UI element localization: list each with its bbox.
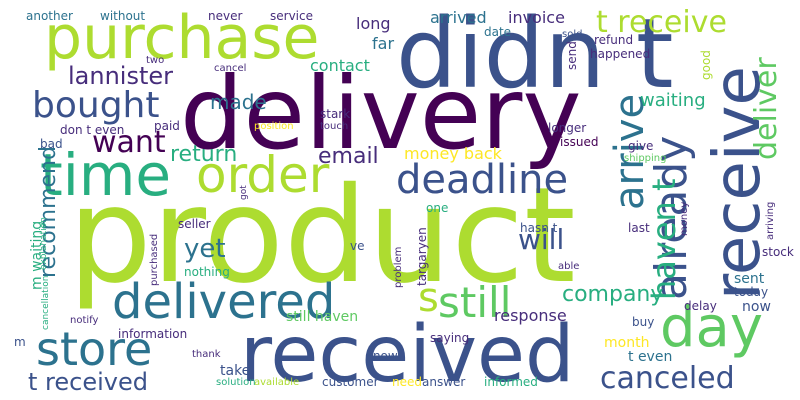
word-good: good — [699, 50, 713, 80]
word-product: product — [68, 159, 576, 313]
word-issued: issued — [560, 135, 599, 149]
word-received: received — [240, 310, 575, 400]
word-t-received: t received — [28, 368, 148, 396]
word-yet: yet — [184, 234, 226, 264]
word-s: s — [418, 275, 439, 321]
word-explanation: explanation — [39, 217, 49, 270]
word-store: store — [36, 322, 153, 376]
word-delivered: delivered — [112, 274, 336, 330]
word-stock: stock — [762, 245, 794, 259]
word-informed: informed — [484, 375, 538, 389]
word-canceled: canceled — [600, 361, 735, 396]
word-cancellation: cancellation — [41, 275, 51, 330]
word-one: one — [426, 201, 449, 215]
word-refund: refund — [594, 33, 634, 47]
word-seller: seller — [178, 217, 211, 231]
word-longer: longer — [548, 121, 587, 135]
word-far: far — [372, 34, 395, 53]
word-available: available — [254, 377, 300, 388]
word-take: take — [220, 363, 251, 379]
word-service: service — [270, 9, 313, 23]
word-customer: customer — [322, 375, 379, 389]
word-last: last — [628, 221, 650, 235]
word-bad: bad — [40, 137, 63, 151]
word-date: date — [484, 25, 512, 39]
word-lannister: lannister — [68, 62, 174, 90]
word-nothing: nothing — [184, 265, 230, 279]
word-never: never — [208, 9, 243, 23]
word-response: response — [494, 306, 567, 325]
word-month: month — [604, 335, 650, 351]
word-cancel: cancel — [214, 63, 247, 74]
word-able: able — [558, 261, 580, 272]
word-money-back: money back — [404, 144, 502, 163]
word-targaryen: targaryen — [415, 227, 429, 286]
word-dont-even: don t even — [60, 123, 125, 137]
word-solution: solution — [216, 377, 256, 388]
word-m: m — [14, 335, 26, 349]
word-return: return — [170, 142, 238, 167]
word-purchased: purchased — [149, 233, 160, 286]
word-invoice: invoice — [508, 8, 565, 27]
word-got: got — [239, 185, 249, 200]
word-purchase: purchase — [44, 3, 320, 73]
word-problem: problem — [393, 246, 404, 288]
word-position: position — [254, 121, 294, 132]
word-shipping: shipping — [624, 153, 667, 164]
word-day: day — [660, 295, 764, 360]
word-deadline: deadline — [396, 157, 569, 203]
word-order: order — [196, 146, 330, 204]
word-t-even: t even — [628, 349, 673, 365]
word-buy: buy — [632, 315, 655, 329]
word-time: time — [40, 141, 172, 209]
word-want: want — [92, 125, 166, 160]
word-send: send — [565, 41, 579, 70]
word-two: two — [146, 55, 165, 66]
word-email: email — [318, 144, 379, 169]
word-now: now — [742, 299, 771, 315]
word-answer: answer — [422, 375, 466, 389]
word-touch: touch — [320, 121, 349, 132]
word-didnt: didn t — [396, 0, 674, 110]
word-without: without — [100, 9, 146, 23]
word-will: will — [518, 223, 565, 256]
word-sent: sent — [734, 271, 765, 287]
word-deliver: deliver — [749, 57, 784, 160]
word-saying: saying — [430, 331, 470, 345]
word-still: still — [438, 278, 512, 327]
word-give: give — [628, 139, 654, 153]
word-contact: contact — [310, 56, 370, 75]
word-t-receive: t receive — [596, 5, 727, 40]
word-today: today — [734, 285, 769, 299]
word-still-haven: still haven — [286, 309, 359, 325]
word-ve: ve — [350, 239, 365, 253]
word-notify: notify — [70, 315, 99, 326]
word-delay: delay — [684, 299, 717, 313]
word-waiting: waiting — [640, 90, 706, 111]
word-happened: happened — [590, 47, 651, 61]
word-know: know — [366, 349, 398, 363]
word-bought: bought — [32, 85, 160, 126]
word-another: another — [26, 9, 73, 23]
word-arrived: arrived — [430, 8, 487, 27]
word-arriving: arriving — [765, 201, 776, 240]
word-company: company — [562, 282, 664, 307]
word-long: long — [356, 14, 391, 33]
word-sold: sold — [562, 29, 583, 40]
word-information: information — [118, 327, 188, 341]
word-stark: stark — [320, 107, 351, 121]
word-thank: thank — [192, 349, 221, 360]
word-paid: paid — [154, 119, 180, 133]
word-need: need — [392, 375, 422, 389]
word-money: money — [679, 201, 690, 236]
word-hasnt: hasn t — [520, 221, 558, 235]
word-made: made — [210, 90, 267, 114]
word-delivery: delivery — [180, 55, 582, 172]
